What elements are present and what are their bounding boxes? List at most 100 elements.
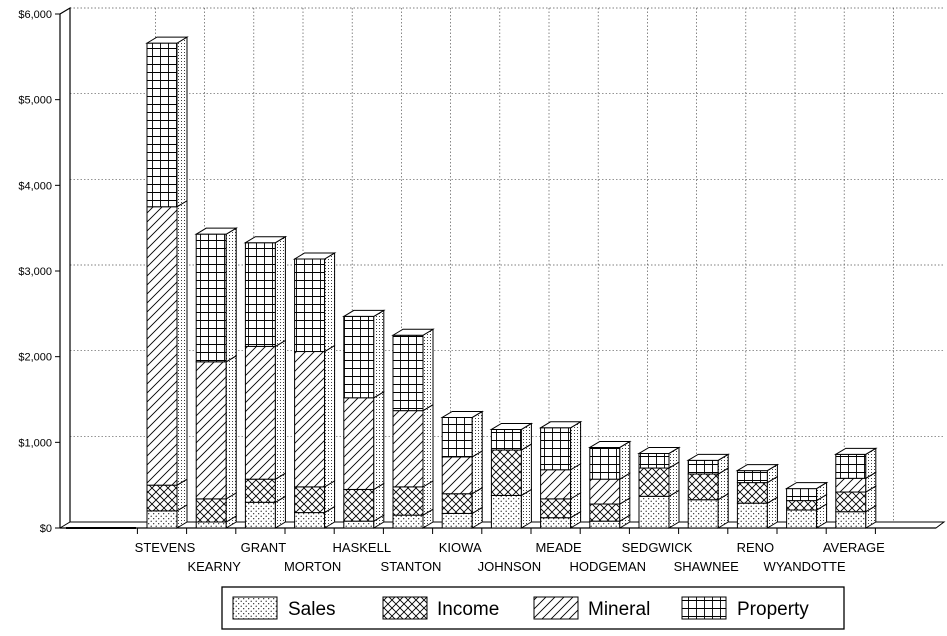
x-tick-label: MORTON	[284, 559, 341, 574]
bar-stack	[292, 252, 337, 529]
x-tick-label: STEVENS	[135, 540, 196, 555]
bar-segment-mineral	[540, 469, 572, 500]
bar-top	[243, 236, 288, 244]
x-tick-label: GRANT	[241, 540, 287, 555]
floor-edge	[66, 527, 136, 529]
y-axis-wall	[59, 6, 71, 528]
bar-side-property	[422, 328, 434, 412]
legend-label-property: Property	[737, 599, 809, 620]
bar-side-property	[373, 309, 385, 399]
legend-swatch-property	[681, 596, 727, 620]
x-tick-label: SHAWNEE	[674, 559, 740, 574]
x-tick-label: HODGEMAN	[570, 559, 647, 574]
bar-top	[391, 328, 435, 336]
bar-segment-property	[786, 488, 818, 502]
x-tick-label: RENO	[737, 540, 775, 555]
bar-segment-sales	[687, 499, 719, 529]
legend-label-sales: Sales	[288, 599, 336, 620]
bar-segment-sales	[441, 512, 473, 529]
bar-side-income	[520, 443, 532, 497]
bar-stack	[145, 36, 189, 529]
bar-segment-mineral	[244, 345, 276, 480]
bar-side-property	[274, 235, 286, 348]
bar-stack	[735, 463, 780, 529]
y-tick-label: $6,000	[18, 9, 52, 21]
bar-segment-mineral	[294, 351, 326, 488]
bar-top	[833, 447, 878, 455]
bar-segment-property	[835, 453, 867, 479]
bar-stack	[243, 235, 288, 529]
bar-side-property	[176, 36, 188, 208]
bar-segment-income	[687, 473, 719, 501]
bar-segment-sales	[835, 511, 867, 529]
bar-segment-income	[736, 482, 768, 504]
bar-stack	[489, 422, 534, 529]
x-tick-label: KIOWA	[439, 540, 482, 555]
bar-segment-sales	[786, 509, 818, 529]
bar-segment-property	[490, 428, 522, 451]
bar-stack	[833, 447, 878, 529]
bar-segment-income	[835, 491, 867, 513]
bar-top	[440, 410, 485, 418]
bar-side-mineral	[373, 390, 385, 491]
bar-top	[538, 421, 583, 429]
bar-segment-mineral	[195, 361, 227, 500]
bar-segment-sales	[195, 521, 227, 529]
bar-segment-sales	[343, 520, 375, 529]
bar-stack	[440, 410, 485, 529]
x-tick-label: KEARNY	[187, 559, 241, 574]
bar-side-mineral	[422, 403, 434, 488]
bar-segment-sales	[146, 510, 178, 529]
y-tick-label: $2,000	[18, 352, 52, 364]
bar-segment-property	[736, 470, 768, 484]
bar-segment-property	[589, 446, 621, 480]
bar-top	[341, 309, 386, 317]
x-tick-label: SEDGWICK	[622, 540, 693, 555]
bar-top	[735, 464, 780, 472]
bar-top	[784, 482, 829, 490]
legend-item-property: Property	[681, 596, 809, 620]
bar-segment-sales	[244, 501, 276, 529]
legend-box	[221, 586, 845, 630]
bar-stack	[587, 440, 632, 529]
x-tick-label: HASKELL	[333, 540, 392, 555]
x-tick-label: JOHNSON	[478, 559, 542, 574]
bar-top	[489, 422, 534, 430]
legend-label-mineral: Mineral	[588, 599, 650, 620]
y-tick-label: $0	[40, 523, 52, 535]
x-tick-label: STANTON	[381, 559, 442, 574]
legend: Sales Income Mineral Property	[221, 586, 845, 630]
bar-stack	[686, 453, 731, 529]
bar-segment-income	[244, 478, 276, 503]
bar-segment-property	[195, 233, 227, 363]
bar-segment-property	[294, 258, 326, 353]
y-tick-label: $5,000	[18, 95, 52, 107]
bar-segment-income	[146, 484, 178, 512]
bar-segment-income	[589, 503, 621, 522]
bar-side-sales	[520, 488, 532, 529]
y-tick-label: $1,000	[18, 437, 52, 449]
bar-stack	[391, 328, 435, 529]
bar-top	[194, 227, 239, 235]
bar-segment-income	[786, 500, 818, 511]
bar-segment-income	[294, 486, 326, 514]
bar-segment-income	[343, 488, 375, 522]
bar-segment-mineral	[146, 206, 178, 486]
bar-segment-property	[343, 315, 375, 399]
bar-segment-mineral	[392, 410, 424, 488]
bar-stack	[341, 309, 386, 529]
bar-side-mineral	[225, 354, 237, 500]
bar-side-mineral	[324, 344, 336, 488]
bar-segment-income	[490, 449, 522, 496]
bar-segment-sales	[294, 512, 326, 529]
bar-segment-mineral	[835, 477, 867, 493]
bar-segment-sales	[638, 495, 670, 529]
bar-segment-sales	[736, 502, 768, 529]
bar-segment-income	[540, 498, 572, 519]
bar-side-property	[324, 252, 336, 353]
bar-segment-sales	[392, 514, 424, 529]
y-tick-label: $3,000	[18, 266, 52, 278]
